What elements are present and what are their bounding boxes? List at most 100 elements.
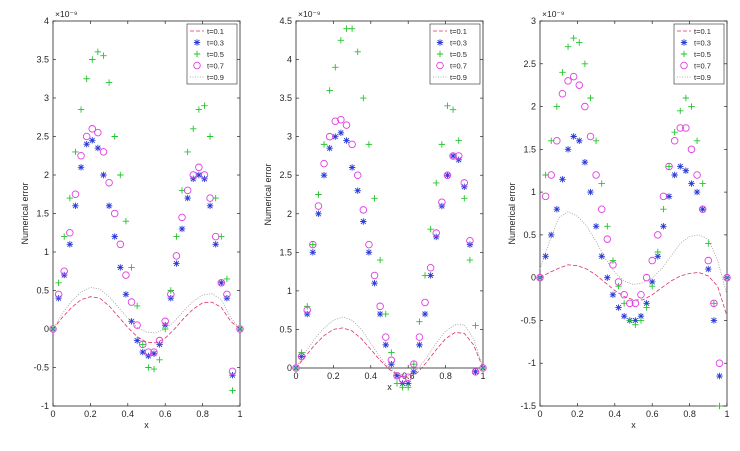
data-point: [415, 333, 424, 341]
data-point: [309, 240, 317, 249]
data-point: [547, 171, 555, 179]
data-point: [66, 194, 74, 202]
legend-item: t=0.3: [680, 39, 711, 48]
data-point: [603, 235, 612, 243]
data-point: [680, 50, 688, 58]
data-point: [298, 353, 305, 360]
series-markers-t=0.7: [292, 115, 487, 384]
data-point: [94, 48, 102, 55]
data-point: [393, 372, 401, 379]
data-point: [127, 298, 136, 306]
series-line-t=0.9: [52, 286, 241, 334]
data-point: [575, 81, 584, 89]
data-point: [472, 322, 479, 329]
data-point: [116, 240, 125, 249]
x-tick-label: 0.4: [365, 371, 378, 381]
data-point: [105, 79, 113, 86]
data-point: [643, 300, 650, 307]
legend-item: t=0.7: [680, 62, 711, 71]
data-point: [581, 102, 589, 111]
series-markers-t=0.7: [49, 125, 244, 376]
data-point: [360, 218, 367, 225]
data-point: [455, 137, 462, 144]
data-point: [206, 194, 214, 202]
legend-item: t=0.5: [436, 50, 467, 59]
data-point: [184, 148, 191, 156]
data-point: [479, 364, 487, 372]
data-point: [705, 265, 712, 273]
series-markers-t=0.3: [536, 133, 731, 380]
data-point: [716, 402, 723, 410]
data-point: [466, 256, 474, 264]
data-point: [682, 124, 690, 132]
data-point: [581, 60, 589, 67]
y-axis-label: Numerical error: [20, 182, 30, 244]
series-line-t=0.1: [52, 296, 241, 344]
data-point: [665, 162, 673, 171]
plot-area: [539, 20, 728, 407]
data-point: [343, 25, 350, 32]
data-point: [128, 318, 135, 325]
subplot-right: 0 0.2 0.4 0.6 0.8 1 -1.5 -1 -0.5 0 0.5 1 1.5 2 2.5 3 ×10…: [507, 9, 731, 430]
y-tick-label: 4.5: [279, 16, 292, 26]
data-point: [326, 145, 333, 152]
subplot-middle: 0 0.2 0.4 0.6 0.8 1 0 0.5 1 1.5 2 2.5 3 3.5 4 4.5 ×10⁻⁹ x…: [263, 9, 487, 392]
y-tick-label: 1: [44, 247, 49, 257]
x-tick-label: 0: [293, 371, 298, 381]
data-point: [190, 125, 197, 132]
data-point: [609, 291, 617, 298]
data-point: [654, 248, 662, 256]
data-point: [55, 295, 62, 302]
data-point: [314, 202, 323, 210]
data-point: [654, 253, 662, 260]
data-point: [433, 179, 440, 187]
y-tick-label: 0: [531, 273, 536, 283]
data-point: [315, 191, 322, 198]
plot-area: [295, 20, 484, 369]
data-point: [217, 279, 226, 287]
data-point: [353, 171, 362, 179]
y-tick-label: 1.5: [36, 209, 49, 219]
data-point: [111, 233, 118, 240]
data-point: [553, 137, 561, 145]
legend-item: t=0.3: [193, 39, 224, 48]
data-point: [348, 25, 356, 32]
data-point: [466, 241, 474, 248]
data-point: [342, 121, 351, 129]
data-point: [604, 223, 611, 230]
data-point: [410, 360, 418, 368]
y-tick-label: 2.5: [523, 59, 536, 69]
legend-item: t=0.5: [193, 50, 224, 59]
data-point: [193, 61, 201, 70]
data-point: [637, 312, 645, 320]
data-point: [150, 348, 158, 356]
data-point: [88, 125, 97, 133]
legend-label: t=0.9: [207, 73, 224, 82]
data-point: [195, 163, 203, 172]
data-point: [564, 146, 572, 153]
data-point: [348, 164, 356, 171]
y-tick-label: 1.5: [279, 247, 292, 257]
data-point: [236, 325, 244, 333]
data-point: [304, 303, 311, 310]
data-point: [150, 365, 158, 373]
legend-label: t=0.9: [694, 73, 711, 82]
y-tick-label: 2.5: [36, 132, 49, 142]
data-point: [236, 325, 244, 333]
data-point: [443, 171, 452, 179]
legend-label: t=0.3: [450, 39, 467, 48]
data-point: [665, 193, 673, 200]
series-markers-t=0.5: [536, 34, 731, 410]
series-line-t=0.1: [539, 264, 728, 317]
data-point: [576, 137, 583, 144]
data-point: [682, 94, 690, 102]
plot-area: [52, 20, 241, 407]
data-point: [449, 152, 457, 160]
data-point: [201, 102, 208, 109]
data-point: [620, 291, 628, 299]
data-point: [716, 372, 723, 380]
x-axis-label: x: [144, 420, 149, 430]
data-point: [150, 350, 158, 357]
series-markers-t=0.3: [292, 129, 487, 387]
